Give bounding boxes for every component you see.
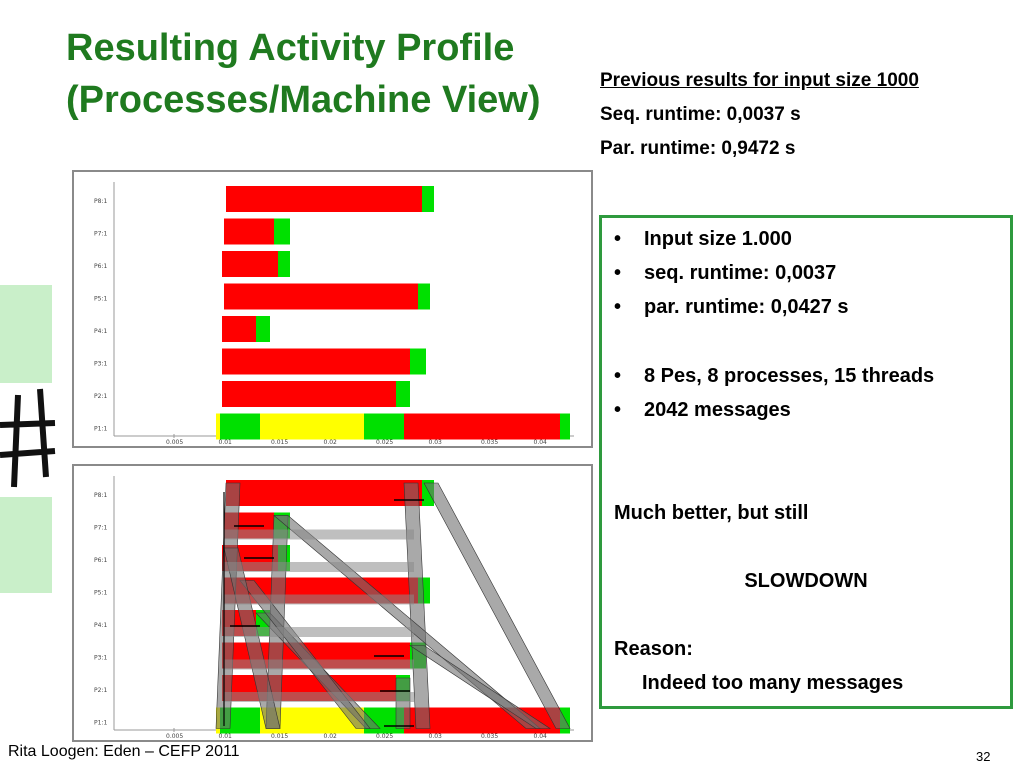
tick-label: 0.035 (481, 439, 498, 446)
row-label: P1:1 (94, 426, 107, 433)
activity-bar (240, 283, 418, 310)
message-band (215, 482, 241, 729)
row-label: P6:1 (94, 263, 107, 270)
message-band (239, 580, 371, 729)
page-number: 32 (976, 749, 991, 764)
slide-title-line2: (Processes/Machine View) (66, 79, 541, 121)
message-overlay (224, 562, 414, 572)
activity-bar (222, 316, 256, 342)
tick-label: 0.01 (219, 733, 233, 740)
activity-bar (560, 413, 570, 440)
bullet-text: 8 Pes, 8 processes, 15 threads (644, 365, 935, 387)
activity-bar (222, 381, 396, 407)
chart-top-svg: P8:1 P7:1 P6:1 P5:1 P4:1 P3:1 P2:1 P1:1 0.005 0.0… (94, 182, 574, 446)
activity-bar (222, 348, 410, 375)
activity-bar (422, 186, 434, 212)
bullet-text: seq. runtime: 0,0037 (644, 262, 837, 284)
hash-symbol-icon (0, 388, 56, 488)
bullet-text: par. runtime: 0,0427 s (644, 296, 849, 318)
activity-bar (260, 413, 364, 440)
activity-bar (404, 413, 570, 440)
tick-label: 0.025 (376, 439, 393, 446)
slide-title-line1: Resulting Activity Profile (66, 27, 515, 69)
previous-results: Previous results for input size 1000 Seq… (600, 64, 1020, 166)
activity-bar (226, 413, 260, 440)
tick-label: 0.02 (324, 439, 338, 446)
row-label: P5:1 (94, 590, 107, 597)
tick-label: 0.01 (219, 439, 233, 446)
message-overlay (224, 529, 414, 540)
row-label: P7:1 (94, 231, 107, 238)
tick-label: 0.005 (166, 439, 183, 446)
row-label: P3:1 (94, 655, 107, 662)
activity-profile-chart-top: P8:1 P7:1 P6:1 P5:1 P4:1 P3:1 P2:1 P1:1 0.005 0.0… (72, 170, 593, 448)
slide-title: Resulting Activity Profile (Processes/Ma… (66, 22, 586, 126)
message-overlay (224, 659, 414, 670)
tick-label: 0.025 (376, 733, 393, 740)
decor-bottom-bar (0, 497, 52, 593)
row-label: P2:1 (94, 687, 107, 694)
reason-label: Reason: (614, 638, 693, 660)
row-label: P8:1 (94, 198, 107, 205)
bullet-text: 2042 messages (644, 399, 791, 421)
row-label: P6:1 (94, 557, 107, 564)
previous-par-runtime: Par. runtime: 0,9472 s (600, 138, 796, 159)
row-label: P3:1 (94, 361, 107, 368)
tick-label: 0.04 (534, 733, 548, 740)
activity-bar (256, 316, 270, 342)
row-label: P8:1 (94, 492, 107, 499)
activity-bar (396, 381, 410, 407)
activity-bar (364, 413, 404, 440)
row-label: P1:1 (94, 720, 107, 727)
decor-top-bar (0, 285, 52, 383)
activity-bar (226, 707, 260, 734)
tick-label: 0.015 (271, 733, 288, 740)
tick-label: 0.03 (429, 439, 443, 446)
message-overlay (224, 692, 414, 702)
tick-label: 0.005 (166, 733, 183, 740)
row-label: P4:1 (94, 328, 107, 335)
bullet-text: Input size 1.000 (644, 228, 792, 250)
previous-seq-runtime: Seq. runtime: 0,0037 s (600, 104, 801, 125)
activity-bar (410, 348, 426, 375)
activity-bar (226, 480, 422, 506)
row-label: P7:1 (94, 525, 107, 532)
message-band (408, 645, 552, 729)
tick-label: 0.035 (481, 733, 498, 740)
activity-bar (226, 186, 422, 212)
chart-bottom-svg: P8:1 P7:1 P6:1 P5:1 P4:1 P3:1 P2:1 P1:1 0.005 0.0… (94, 476, 574, 740)
footer-author: Rita Loogen: Eden – CEFP 2011 (8, 743, 240, 760)
previous-results-heading: Previous results for input size 1000 (600, 70, 919, 91)
row-label: P2:1 (94, 393, 107, 400)
activity-bar (222, 251, 278, 277)
activity-bar (274, 218, 290, 245)
tick-label: 0.02 (324, 733, 338, 740)
row-label: P4:1 (94, 622, 107, 629)
message-overlay (224, 627, 414, 637)
activity-bar (216, 413, 220, 440)
tick-label: 0.03 (429, 733, 443, 740)
activity-bar (224, 283, 240, 310)
activity-bar (278, 251, 290, 277)
much-better-text: Much better, but still (614, 502, 809, 524)
tick-label: 0.04 (534, 439, 548, 446)
row-label: P5:1 (94, 296, 107, 303)
activity-bar (220, 413, 226, 440)
slowdown-text: SLOWDOWN (744, 570, 868, 592)
results-box: • Input size 1.000 • seq. runtime: 0,0037 … (599, 215, 1013, 709)
message-overlay (224, 594, 414, 605)
activity-profile-chart-bottom: P8:1 P7:1 P6:1 P5:1 P4:1 P3:1 P2:1 P1:1 0.005 0.0… (72, 464, 593, 742)
activity-bar (404, 707, 570, 734)
message-band (423, 482, 571, 729)
message-band (395, 677, 411, 729)
reason-text: Indeed too many messages (642, 672, 904, 694)
activity-bar (418, 283, 430, 310)
tick-label: 0.015 (271, 439, 288, 446)
activity-bar (224, 218, 274, 245)
